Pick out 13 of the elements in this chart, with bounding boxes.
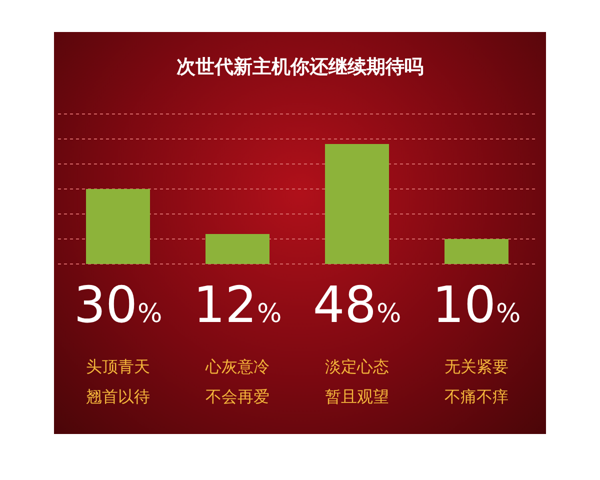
x-tick-label: 淡定心态暂且观望 xyxy=(324,357,389,406)
chart-title: 次世代新主机你还继续期待吗 xyxy=(176,55,424,80)
data-label: 12% xyxy=(193,276,282,334)
data-label: 10% xyxy=(432,276,521,334)
data-label: 30% xyxy=(74,276,162,334)
data-label: 48% xyxy=(312,276,402,334)
x-tick-label: 头顶青天翘首以待 xyxy=(86,357,150,406)
bar xyxy=(325,144,389,264)
x-tick-label: 心灰意冷不会再爱 xyxy=(204,357,270,406)
bar xyxy=(444,239,508,264)
bar xyxy=(86,189,150,264)
bar xyxy=(206,234,270,264)
x-tick-label: 无关紧要不痛不痒 xyxy=(444,357,508,406)
